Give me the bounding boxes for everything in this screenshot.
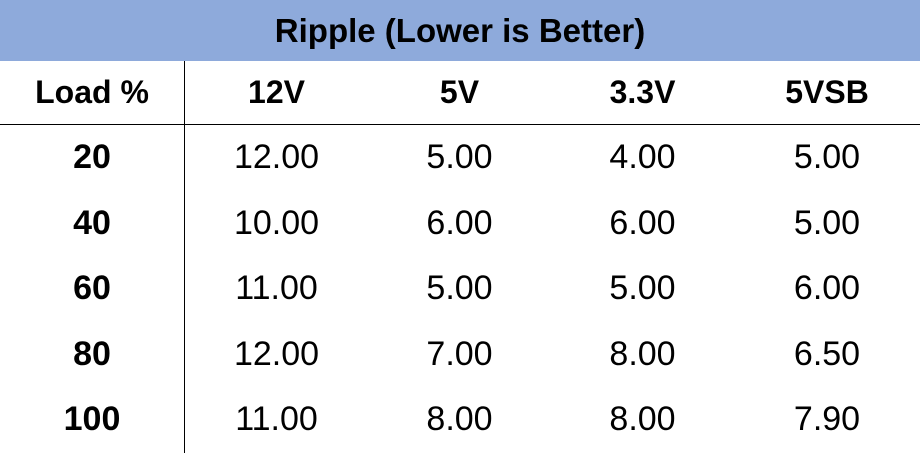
load-cell: 100 — [0, 387, 185, 453]
ripple-3-3v-cell: 8.00 — [609, 334, 676, 373]
table-title: Ripple (Lower is Better) — [0, 0, 920, 61]
table-row: 100 11.00 8.00 8.00 7.90 — [0, 387, 920, 453]
column-header-load: Load % — [0, 61, 185, 124]
ripple-12v-cell: 11.00 — [235, 400, 318, 439]
ripple-5v-cell: 8.00 — [426, 400, 493, 439]
ripple-3-3v-cell: 8.00 — [609, 400, 676, 439]
ripple-5vsb-cell: 5.00 — [793, 138, 861, 177]
column-header-12v: 12V — [248, 74, 305, 110]
table-row: 20 12.00 5.00 4.00 5.00 — [0, 125, 920, 191]
table-row: 40 10.00 6.00 6.00 5.00 — [0, 190, 920, 256]
ripple-5v-cell: 6.00 — [426, 203, 493, 242]
load-cell: 80 — [0, 321, 185, 387]
ripple-5vsb-cell: 7.90 — [793, 400, 861, 439]
column-header-3-3v: 3.3V — [609, 74, 676, 110]
ripple-12v-cell: 11.00 — [235, 269, 318, 308]
table-body: 20 12.00 5.00 4.00 5.00 40 10.00 6.00 6.… — [0, 125, 920, 453]
ripple-12v-cell: 12.00 — [233, 334, 320, 373]
ripple-12v-cell: 12.00 — [233, 138, 320, 177]
ripple-5v-cell: 7.00 — [426, 334, 493, 373]
table-row: 60 11.00 5.00 5.00 6.00 — [0, 256, 920, 322]
load-cell: 40 — [0, 190, 185, 256]
header-row: Load % 12V 5V 3.3V 5VSB — [0, 61, 920, 125]
ripple-5vsb-cell: 6.00 — [793, 269, 861, 308]
ripple-5v-cell: 5.00 — [426, 138, 493, 177]
table-row: 80 12.00 7.00 8.00 6.50 — [0, 321, 920, 387]
load-cell: 60 — [0, 256, 185, 322]
ripple-3-3v-cell: 4.00 — [609, 138, 676, 177]
ripple-12v-cell: 10.00 — [233, 203, 320, 242]
column-header-5v: 5V — [439, 74, 480, 110]
load-cell: 20 — [0, 125, 185, 191]
ripple-5vsb-cell: 5.00 — [793, 203, 861, 242]
ripple-3-3v-cell: 6.00 — [609, 203, 676, 242]
ripple-5v-cell: 5.00 — [426, 269, 493, 308]
column-header-5vsb: 5VSB — [785, 74, 869, 110]
ripple-3-3v-cell: 5.00 — [609, 269, 676, 308]
ripple-5vsb-cell: 6.50 — [793, 334, 861, 373]
